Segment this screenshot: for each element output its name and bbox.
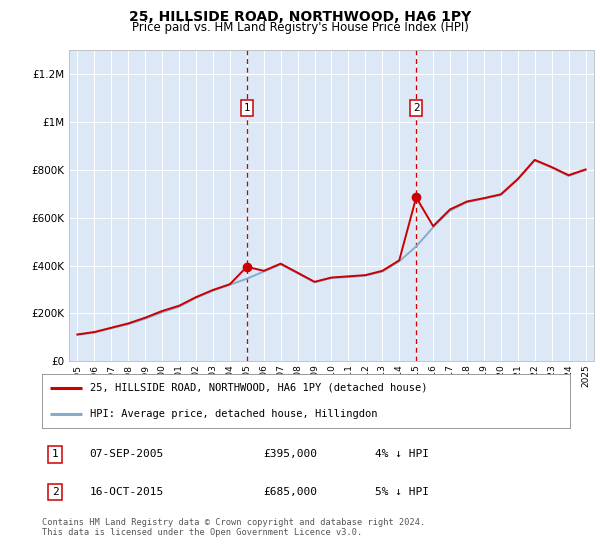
Text: Price paid vs. HM Land Registry's House Price Index (HPI): Price paid vs. HM Land Registry's House … <box>131 21 469 34</box>
Text: 16-OCT-2015: 16-OCT-2015 <box>89 487 164 497</box>
Text: £685,000: £685,000 <box>264 487 318 497</box>
Text: 4% ↓ HPI: 4% ↓ HPI <box>374 449 428 459</box>
Text: 5% ↓ HPI: 5% ↓ HPI <box>374 487 428 497</box>
Text: Contains HM Land Registry data © Crown copyright and database right 2024.
This d: Contains HM Land Registry data © Crown c… <box>42 518 425 538</box>
Text: 25, HILLSIDE ROAD, NORTHWOOD, HA6 1PY (detached house): 25, HILLSIDE ROAD, NORTHWOOD, HA6 1PY (d… <box>89 383 427 393</box>
Text: 25, HILLSIDE ROAD, NORTHWOOD, HA6 1PY: 25, HILLSIDE ROAD, NORTHWOOD, HA6 1PY <box>129 10 471 24</box>
Text: 1: 1 <box>52 449 59 459</box>
Text: 2: 2 <box>413 103 419 113</box>
Text: 1: 1 <box>244 103 250 113</box>
Text: 2: 2 <box>52 487 59 497</box>
Text: 07-SEP-2005: 07-SEP-2005 <box>89 449 164 459</box>
Text: HPI: Average price, detached house, Hillingdon: HPI: Average price, detached house, Hill… <box>89 409 377 419</box>
Text: £395,000: £395,000 <box>264 449 318 459</box>
